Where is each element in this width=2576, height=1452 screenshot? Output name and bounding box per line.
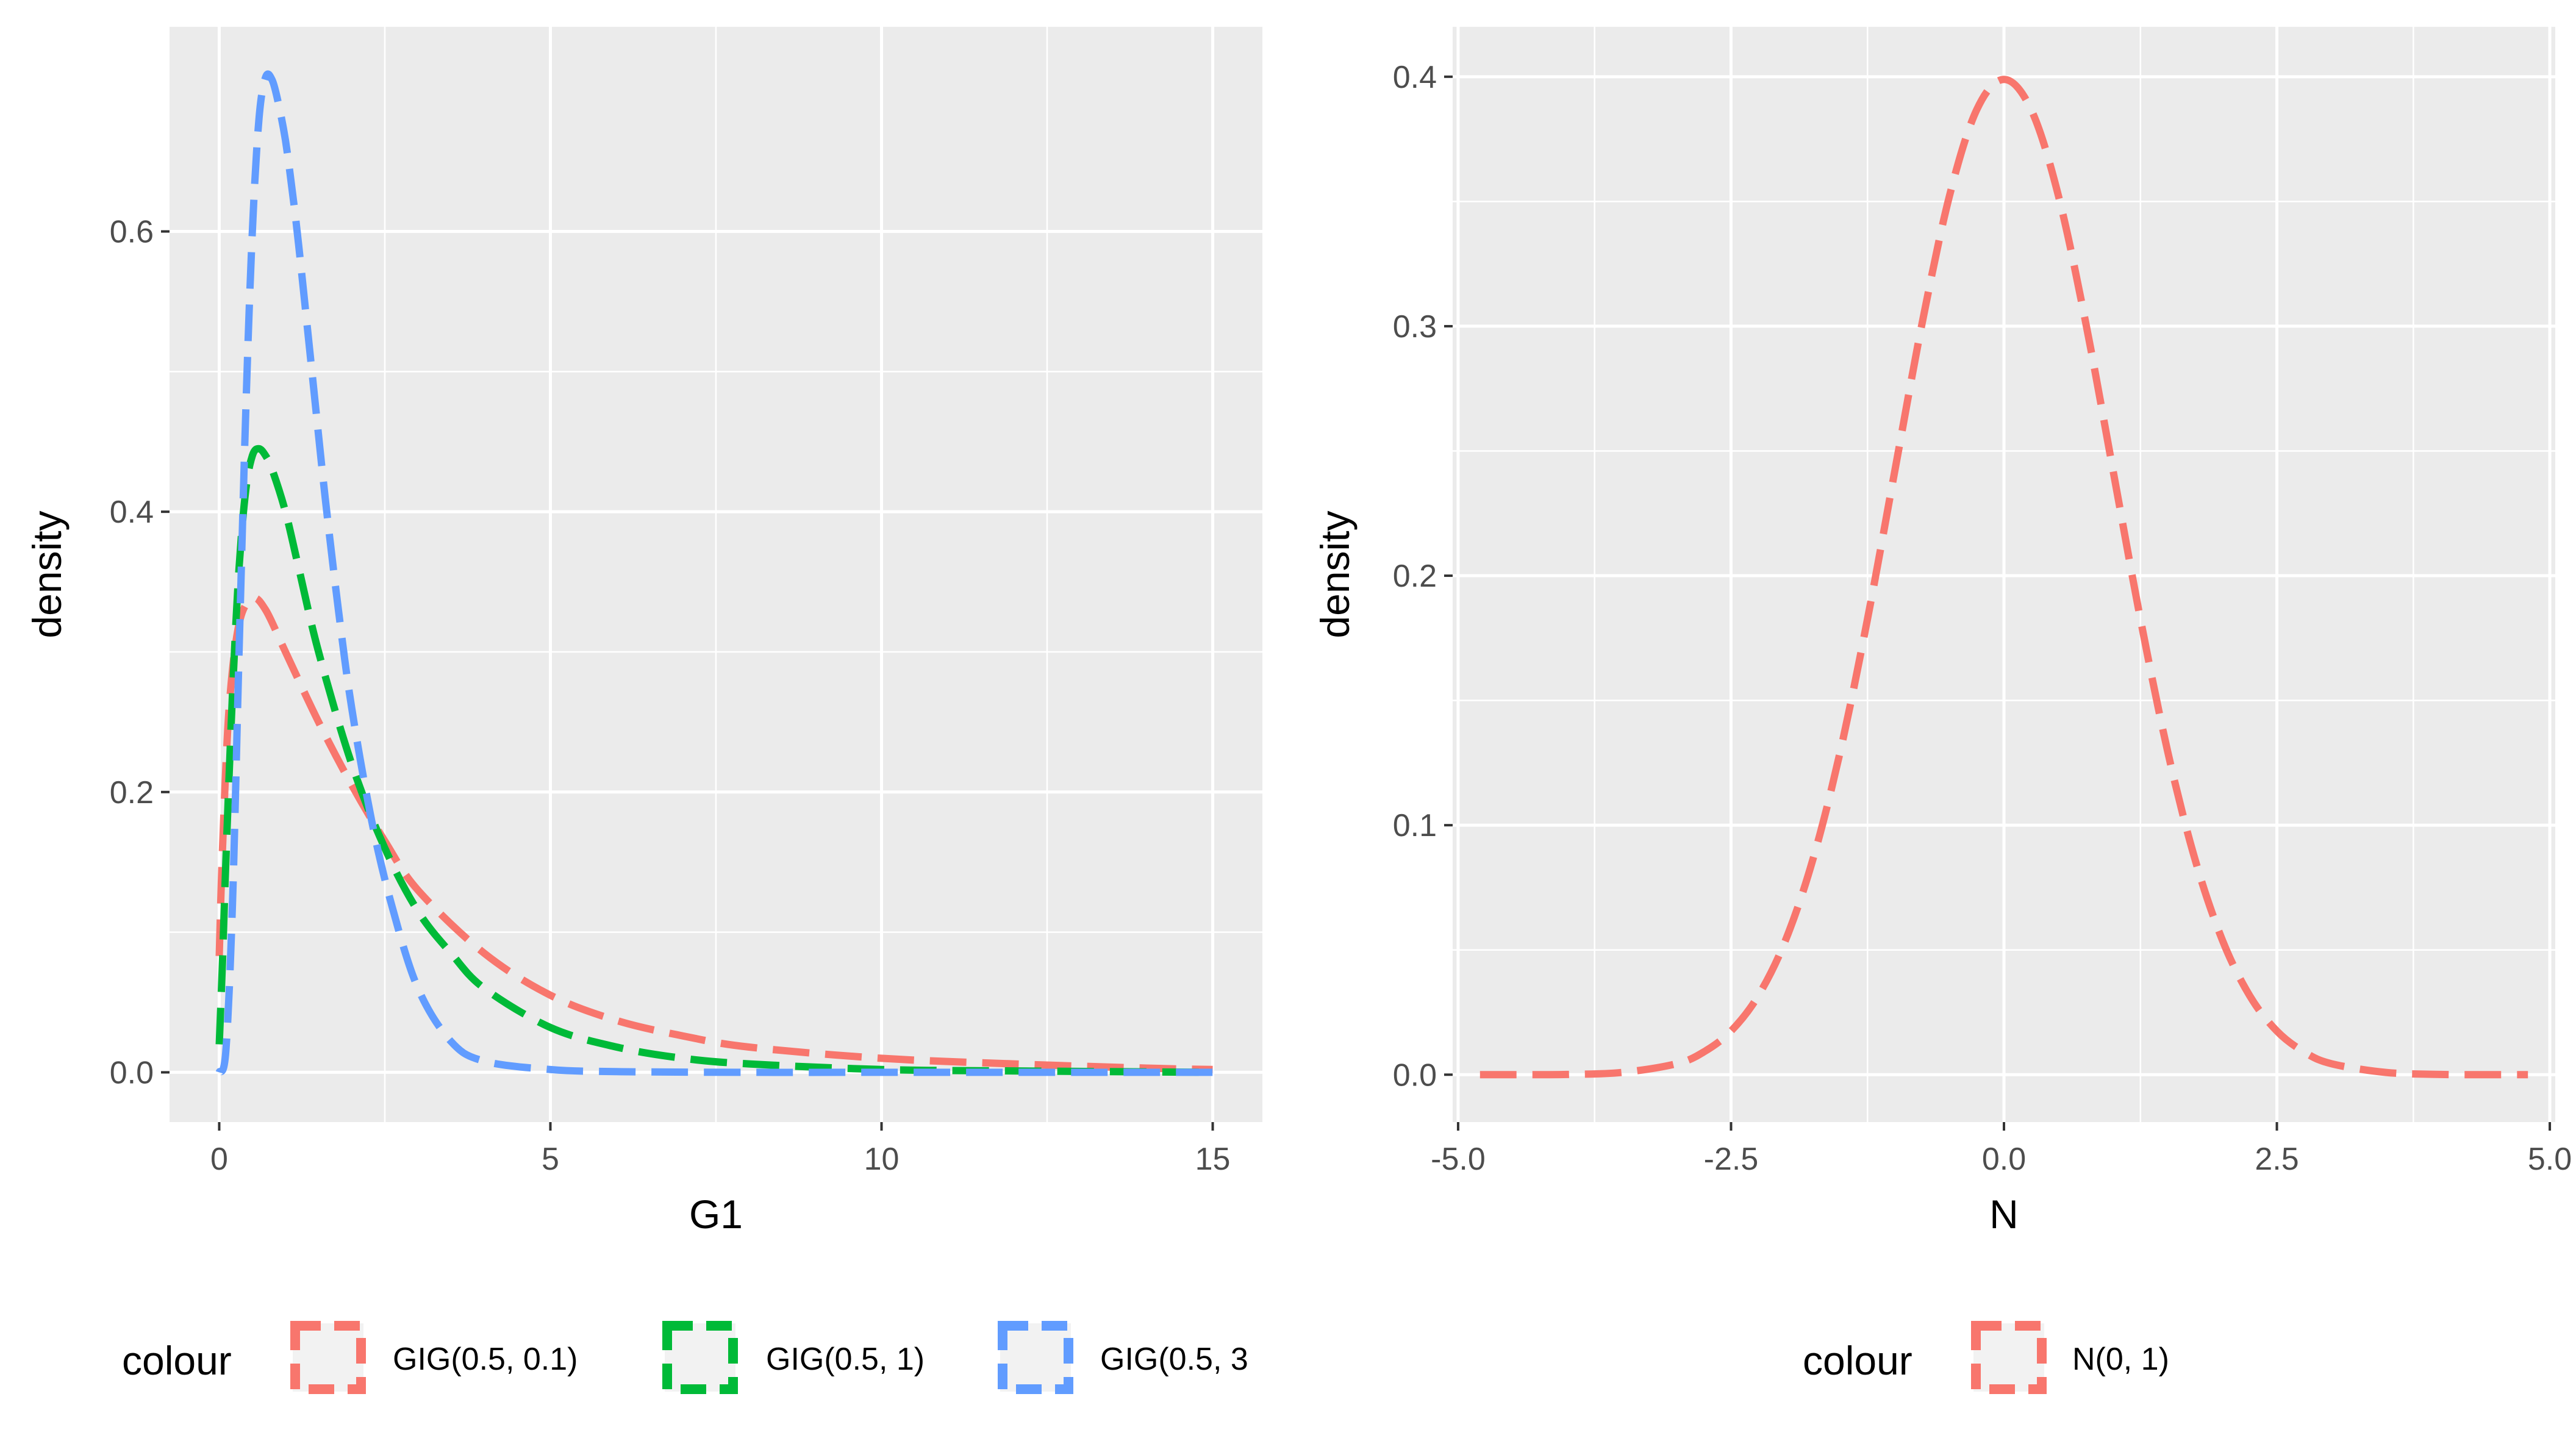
panel-left-y-axis-title: density xyxy=(24,510,70,638)
series-line-n-0-1 xyxy=(1479,76,2528,1079)
y-tick-label: 0.0 xyxy=(1393,1057,1437,1093)
panel-right-major-grid xyxy=(1453,27,2555,1122)
y-tick-label: 0.2 xyxy=(1393,559,1437,594)
legend-key-gig-0.5-3 xyxy=(998,1321,1073,1394)
legend-left: colour GIG(0.5, 0.1) GIG(0.5, 1) GIG(0.5… xyxy=(122,1321,1248,1394)
panel-right-series xyxy=(1479,76,2528,1079)
y-tick-label: 0.3 xyxy=(1393,309,1437,345)
x-tick-label: 2.5 xyxy=(2255,1142,2299,1177)
x-tick-label: 0.0 xyxy=(1982,1142,2026,1177)
x-tick-label: 5 xyxy=(542,1142,559,1177)
x-tick-label: 10 xyxy=(864,1142,900,1177)
series-line-gig-0.5-3 xyxy=(215,70,1213,1076)
y-tick-label: 0.4 xyxy=(1393,60,1437,95)
x-tick-label: -5.0 xyxy=(1431,1142,1486,1177)
x-tick-label: -2.5 xyxy=(1704,1142,1759,1177)
panel-left-y-ticks: 0.0 0.2 0.4 0.6 xyxy=(110,215,170,1090)
panel-left-x-axis-title: G1 xyxy=(689,1192,743,1237)
legend-right: colour N(0, 1) xyxy=(1803,1321,2169,1394)
legend-label-gig-0.5-3: GIG(0.5, 3 xyxy=(1100,1342,1248,1377)
y-tick-label: 0.4 xyxy=(110,495,154,530)
series-line-gig-0.5-1 xyxy=(215,445,1213,1076)
y-tick-label: 0.0 xyxy=(110,1055,154,1090)
panel-left: 0 5 10 15 0.0 0.2 0.4 0.6 G1 density xyxy=(24,27,1262,1237)
y-tick-label: 0.6 xyxy=(110,215,154,250)
panel-right-y-ticks: 0.0 0.1 0.2 0.3 0.4 xyxy=(1393,60,1453,1093)
legend-key-gig-0.5-0.1 xyxy=(290,1321,366,1394)
legend-key-gig-0.5-1 xyxy=(662,1321,738,1394)
legend-label-gig-0.5-1: GIG(0.5, 1) xyxy=(766,1342,925,1377)
legend-label-gig-0.5-0.1: GIG(0.5, 0.1) xyxy=(393,1342,578,1377)
panel-left-series xyxy=(215,70,1213,1076)
legend-key-n-0-1 xyxy=(1971,1321,2047,1394)
panel-right-y-axis-title: density xyxy=(1312,510,1358,638)
panel-left-x-ticks: 0 5 10 15 xyxy=(210,1122,1230,1177)
legend-left-title: colour xyxy=(122,1338,232,1383)
legend-label-n-0-1: N(0, 1) xyxy=(2072,1342,2169,1377)
panel-right-x-axis-title: N xyxy=(1989,1192,2019,1237)
x-tick-label: 0 xyxy=(210,1142,228,1177)
panel-left-minor-grid xyxy=(170,27,1262,1122)
panel-right: -5.0 -2.5 0.0 2.5 5.0 0.0 0.1 0.2 0.3 0.4 N dens… xyxy=(1312,27,2572,1237)
x-tick-label: 5.0 xyxy=(2528,1142,2572,1177)
y-tick-label: 0.2 xyxy=(110,775,154,810)
panel-right-x-ticks: -5.0 -2.5 0.0 2.5 5.0 xyxy=(1431,1122,2572,1177)
y-tick-label: 0.1 xyxy=(1393,808,1437,843)
legend-right-title: colour xyxy=(1803,1338,1912,1383)
x-tick-label: 15 xyxy=(1195,1142,1231,1177)
